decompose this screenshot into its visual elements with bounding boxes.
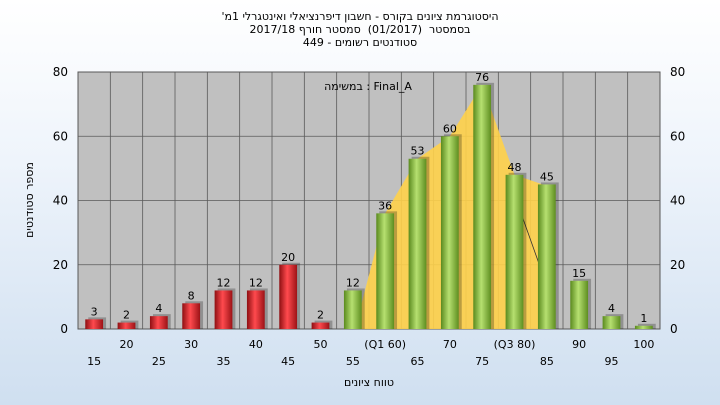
bar-value-label: 76 bbox=[475, 71, 489, 84]
x-tick-label: 65 bbox=[411, 355, 425, 368]
x-tick-label: 95 bbox=[605, 355, 619, 368]
bar-value-label: 15 bbox=[572, 267, 586, 280]
bar bbox=[537, 184, 556, 329]
bar-value-label: 1 bbox=[640, 312, 647, 325]
bar bbox=[473, 84, 492, 329]
y-tick-label-left: 60 bbox=[53, 129, 68, 143]
bar bbox=[85, 319, 104, 329]
chart-subtitle-semester: בסמסטר (01/2017) סמסטר חורף 2017/18 bbox=[249, 23, 471, 36]
y-tick-label-right: 20 bbox=[670, 258, 685, 272]
bar bbox=[505, 174, 524, 329]
x-tick-label: (Q3 80) bbox=[494, 338, 536, 351]
y-tick-label-left: 80 bbox=[53, 65, 68, 79]
bar bbox=[311, 322, 330, 329]
bar bbox=[149, 316, 168, 329]
x-tick-label: 45 bbox=[281, 355, 295, 368]
y-tick-label-left: 40 bbox=[53, 194, 68, 208]
bar-value-label: 12 bbox=[217, 276, 231, 289]
bar-value-label: 20 bbox=[281, 251, 295, 264]
bar bbox=[570, 280, 589, 329]
x-tick-label: 15 bbox=[87, 355, 101, 368]
x-tick-label: 75 bbox=[475, 355, 489, 368]
x-tick-label: 20 bbox=[120, 338, 134, 351]
bar bbox=[117, 322, 136, 329]
bar-value-label: 4 bbox=[155, 302, 162, 315]
bar bbox=[408, 158, 427, 329]
bar bbox=[376, 213, 395, 329]
y-tick-label-right: 40 bbox=[670, 194, 685, 208]
bar-value-label: 36 bbox=[378, 199, 392, 212]
x-tick-label: 90 bbox=[572, 338, 586, 351]
bar bbox=[182, 303, 201, 329]
x-tick-label: 70 bbox=[443, 338, 457, 351]
x-tick-label: 100 bbox=[633, 338, 654, 351]
bar bbox=[343, 290, 362, 329]
bar bbox=[602, 316, 621, 329]
bar bbox=[440, 136, 459, 329]
x-tick-label: 55 bbox=[346, 355, 360, 368]
bar-value-label: 3 bbox=[91, 305, 98, 318]
bar-value-label: 60 bbox=[443, 122, 457, 135]
bar-value-label: 2 bbox=[123, 309, 130, 322]
bar-value-label: 8 bbox=[188, 289, 195, 302]
y-tick-label-right: 0 bbox=[670, 322, 678, 336]
bar-value-label: 12 bbox=[346, 276, 360, 289]
chart-annotation: במשימה : Final_A bbox=[324, 80, 412, 93]
bar-value-label: 12 bbox=[249, 276, 263, 289]
bar-value-label: 53 bbox=[411, 145, 425, 158]
x-tick-label: 85 bbox=[540, 355, 554, 368]
y-tick-label-left: 20 bbox=[53, 258, 68, 272]
bar-value-label: 48 bbox=[508, 161, 522, 174]
x-tick-label: 35 bbox=[217, 355, 231, 368]
bar bbox=[634, 325, 653, 329]
bar-value-label: 45 bbox=[540, 170, 554, 183]
x-tick-label: (Q1 60) bbox=[364, 338, 406, 351]
x-axis-label: טווח ציונים bbox=[344, 376, 394, 389]
bar bbox=[246, 290, 265, 329]
bar-value-label: 2 bbox=[317, 309, 324, 322]
chart-title: 'היסטוגרמת ציונים בקורס - חשבון דיפרנציא… bbox=[221, 10, 499, 23]
y-tick-label-right: 60 bbox=[670, 129, 685, 143]
chart-subtitle-students: סטודנטים רשומים - 449 bbox=[302, 36, 418, 49]
bar bbox=[214, 290, 233, 329]
x-tick-label: 25 bbox=[152, 355, 166, 368]
y-axis-label: מספר סטודנטים bbox=[23, 162, 36, 238]
x-tick-label: 50 bbox=[314, 338, 328, 351]
y-tick-label-left: 0 bbox=[60, 322, 68, 336]
bar-value-label: 4 bbox=[608, 302, 615, 315]
x-tick-label: 30 bbox=[184, 338, 198, 351]
y-tick-label-right: 80 bbox=[670, 65, 685, 79]
x-tick-label: 40 bbox=[249, 338, 263, 351]
bar bbox=[279, 264, 298, 329]
